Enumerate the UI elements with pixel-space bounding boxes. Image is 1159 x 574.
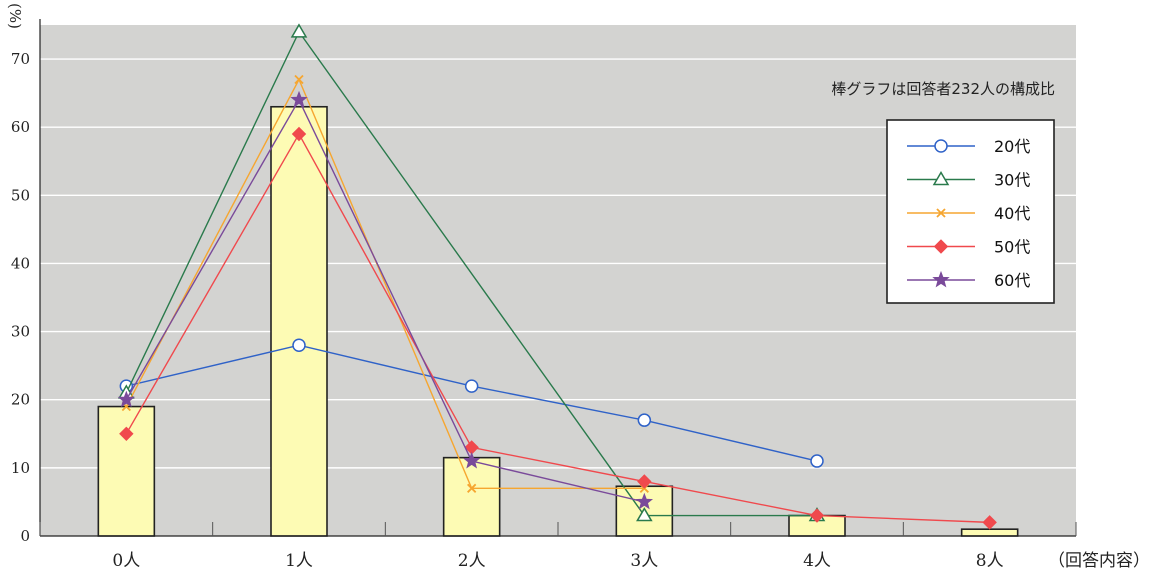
legend-label: 40代 — [994, 204, 1030, 223]
data-point — [290, 23, 308, 38]
chart-annotation: 棒グラフは回答者232人の構成比 — [831, 80, 1055, 98]
bar — [97, 405, 156, 537]
legend-item: 20代 — [907, 137, 1030, 156]
x-tick-label: 8人 — [976, 551, 1004, 571]
legend-label: 30代 — [994, 171, 1030, 190]
bar — [270, 105, 328, 537]
data-point — [291, 126, 307, 142]
series-60代 — [117, 90, 654, 510]
legend-label: 60代 — [994, 271, 1030, 290]
series-line — [125, 30, 817, 517]
data-point — [464, 379, 479, 393]
data-point — [810, 454, 824, 468]
legend-marker — [936, 208, 946, 218]
legend-marker — [932, 270, 950, 288]
bar — [960, 528, 1019, 537]
legend: 20代 30代 40代 50代 60代 — [886, 119, 1055, 304]
series-line — [125, 132, 990, 524]
legend-item: 50代 — [907, 238, 1030, 257]
y-tick-label: 40 — [11, 254, 30, 272]
data-point — [982, 515, 997, 530]
series-line — [125, 98, 645, 503]
data-point — [809, 508, 825, 523]
axes: 0 10 20 30 40 50 60 70 0人 1人 2人 3人 4人 8人 — [11, 19, 1077, 571]
y-tick-label: 30 — [11, 323, 30, 341]
legend-label: 20代 — [994, 137, 1030, 156]
y-tick-label: 20 — [11, 391, 30, 409]
series-20代 — [119, 338, 824, 468]
series-lines — [117, 23, 997, 530]
data-point — [290, 90, 308, 108]
legend-marker — [933, 239, 949, 254]
data-point — [636, 507, 653, 522]
data-point — [462, 451, 481, 469]
data-point — [294, 74, 304, 85]
data-point — [292, 338, 306, 352]
legend-item: 40代 — [907, 204, 1030, 223]
data-point — [637, 474, 652, 489]
x-axis-note: （回答内容） — [1048, 551, 1150, 571]
bar — [442, 456, 501, 537]
y-tick-label: 70 — [11, 50, 30, 68]
series-line — [125, 77, 645, 490]
x-tick-label: 2人 — [458, 551, 486, 571]
x-tick-label: 1人 — [285, 551, 313, 571]
x-tick-label: 4人 — [803, 551, 831, 571]
legend-item: 30代 — [907, 171, 1030, 190]
y-unit-label: (%) — [6, 3, 24, 29]
y-tick-label: 60 — [11, 118, 30, 136]
data-point — [119, 426, 134, 442]
x-tick-label: 0人 — [112, 551, 140, 571]
data-point — [637, 413, 652, 427]
y-tick-label: 0 — [20, 527, 30, 545]
legend-box — [886, 119, 1055, 304]
legend-marker — [932, 171, 950, 186]
y-tick-label: 50 — [11, 186, 30, 204]
data-point — [635, 492, 654, 510]
x-tick-label: 3人 — [630, 551, 658, 571]
legend-item: 60代 — [907, 270, 1030, 290]
legend-marker — [934, 139, 948, 153]
legend-label: 50代 — [994, 238, 1030, 257]
y-tick-label: 10 — [11, 459, 30, 477]
data-point — [467, 483, 477, 493]
data-point — [117, 390, 136, 408]
